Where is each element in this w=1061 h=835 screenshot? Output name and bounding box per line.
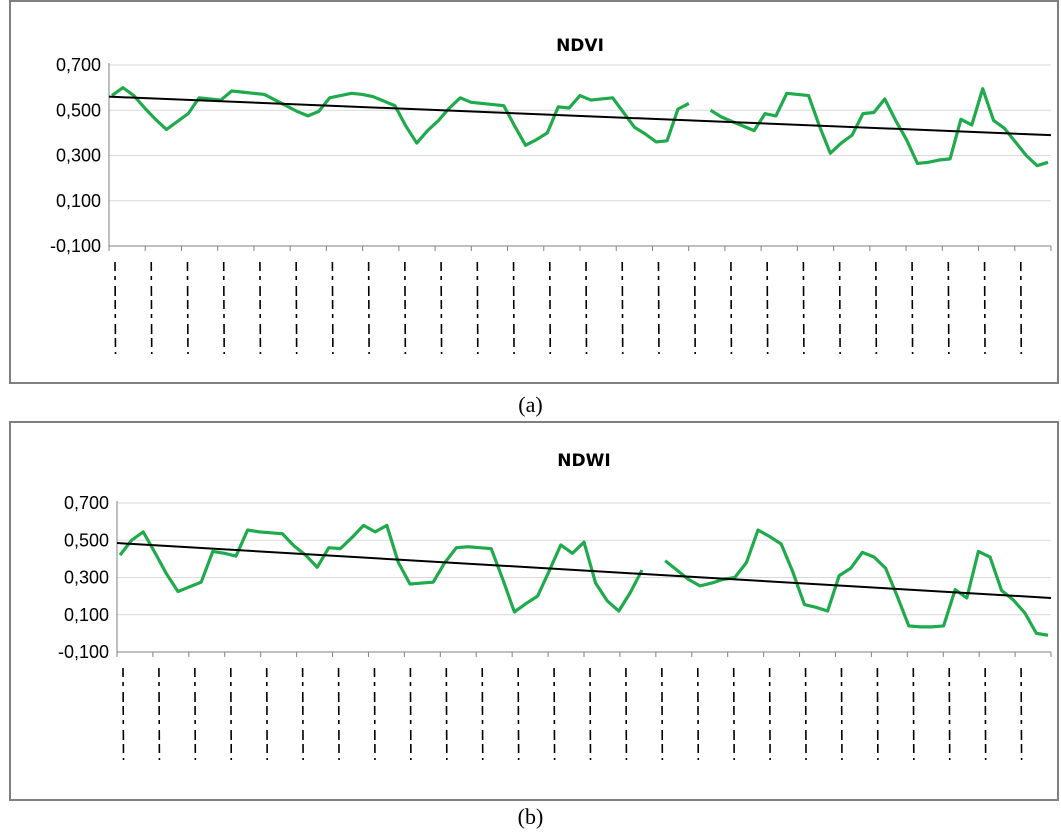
x-category-label	[802, 261, 805, 355]
x-category-label	[696, 667, 700, 761]
x-category-label	[409, 667, 412, 761]
x-category-label	[983, 261, 986, 355]
x-category-label	[838, 261, 841, 355]
series-line	[118, 523, 1049, 637]
x-category-label	[512, 261, 515, 355]
x-category-label	[661, 667, 664, 761]
y-tick-label: 0,100	[64, 605, 109, 625]
x-category-label	[589, 667, 592, 761]
x-category-label	[186, 261, 189, 355]
x-category-label	[875, 261, 878, 355]
series-line	[111, 86, 1049, 168]
y-tick-label: 0,300	[56, 146, 101, 166]
x-category-label	[331, 261, 334, 355]
x-category-label	[265, 667, 268, 761]
y-tick-label: -0,100	[50, 236, 101, 256]
caption-a: (a)	[518, 392, 543, 417]
y-tick-label: 0,500	[64, 530, 109, 550]
x-category-label	[337, 667, 340, 761]
trend-line	[108, 95, 1052, 137]
ndvi-chart: NDVI -0,100 0,100 0,300 0,500 0,700	[50, 36, 1052, 355]
y-tick-label: 0,300	[64, 568, 109, 588]
x-category-label	[693, 261, 696, 355]
x-category-label	[548, 261, 552, 355]
y-tick-label: 0,700	[64, 493, 109, 513]
y-tick-label: -0,100	[58, 642, 109, 662]
x-category-label	[553, 667, 556, 761]
x-category-label	[481, 667, 484, 761]
x-category-label	[122, 667, 125, 761]
x-category-label	[222, 261, 225, 355]
trend-line	[116, 542, 1052, 599]
x-category-label	[840, 667, 843, 761]
x-category-label	[730, 261, 733, 355]
x-category-label	[1020, 667, 1023, 761]
x-category-label	[229, 667, 233, 761]
x-category-label	[947, 261, 950, 355]
x-category-label	[114, 261, 117, 355]
chart-title: NDVI	[556, 36, 604, 56]
x-category-label	[621, 261, 624, 355]
x-category-label	[876, 667, 879, 761]
x-category-label	[367, 261, 370, 355]
caption-b: (b)	[517, 804, 544, 829]
x-category-label	[768, 667, 771, 761]
x-category-label	[194, 667, 197, 761]
x-category-label	[625, 667, 628, 761]
x-category-label	[445, 667, 448, 761]
x-category-label	[476, 261, 479, 355]
x-category-label	[158, 667, 161, 761]
x-category-label	[804, 667, 807, 761]
ndvi-chart-panel: NDVI -0,100 0,100 0,300 0,500 0,700	[9, 0, 1059, 384]
x-category-label	[948, 667, 951, 761]
ndwi-chart-panel: NDWI -0,100 0,100 0,300 0,500 0,700	[9, 421, 1059, 801]
x-category-label	[1019, 261, 1023, 355]
x-category-label	[766, 261, 769, 355]
x-category-label	[259, 261, 262, 355]
x-category-label	[984, 667, 987, 761]
x-category-label	[585, 261, 588, 355]
x-category-label	[150, 261, 153, 355]
x-category-label	[657, 261, 660, 355]
x-category-label	[404, 261, 407, 355]
chart-title: NDWI	[557, 451, 610, 471]
y-tick-label: 0,100	[56, 191, 101, 211]
x-category-label	[517, 667, 520, 761]
x-category-label	[373, 667, 376, 761]
y-tick-label: 0,700	[56, 55, 101, 75]
x-category-label	[912, 667, 915, 761]
x-category-label	[295, 261, 298, 355]
ndwi-chart: NDWI -0,100 0,100 0,300 0,500 0,700	[58, 451, 1052, 761]
x-category-label	[911, 261, 914, 355]
x-category-label	[301, 667, 304, 761]
x-category-label	[732, 667, 735, 761]
x-category-label	[440, 261, 443, 355]
y-tick-label: 0,500	[56, 100, 101, 120]
